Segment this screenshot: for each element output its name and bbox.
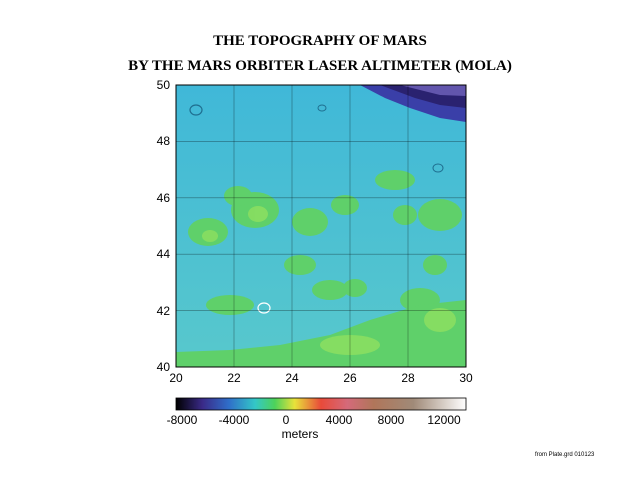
lon-tick-22: 22 bbox=[227, 371, 241, 385]
lat-tick-42: 42 bbox=[156, 304, 170, 318]
lon-tick-24: 24 bbox=[285, 371, 299, 385]
map-title: THE TOPOGRAPHY OF MARS bbox=[213, 33, 427, 49]
map-subtitle: BY THE MARS ORBITER LASER ALTIMETER (MOL… bbox=[128, 58, 512, 74]
colorbar-tick: 12000 bbox=[427, 413, 461, 427]
colorbar-tick: -8000 bbox=[166, 413, 198, 427]
lat-tick-44: 44 bbox=[156, 247, 170, 261]
lon-tick-26: 26 bbox=[343, 371, 357, 385]
lon-tick-30: 30 bbox=[459, 371, 473, 385]
credit-note: from Plate.grd 010123 bbox=[535, 452, 595, 458]
colorbar-tick: 0 bbox=[282, 413, 290, 427]
colorbar-tick: -4000 bbox=[218, 413, 250, 427]
lon-tick-20: 20 bbox=[169, 371, 183, 385]
lon-tick-28: 28 bbox=[401, 371, 415, 385]
lat-tick-48: 48 bbox=[156, 134, 170, 148]
colorbar-tick: 4000 bbox=[325, 413, 353, 427]
colorbar-units: meters bbox=[281, 427, 319, 441]
map-frame bbox=[175, 84, 467, 368]
lat-tick-46: 46 bbox=[156, 191, 170, 205]
terrain-layer bbox=[176, 85, 466, 367]
colorbar-tick: 8000 bbox=[377, 413, 405, 427]
lat-tick-40: 40 bbox=[156, 360, 170, 374]
colorbar bbox=[175, 397, 467, 411]
lat-tick-50: 50 bbox=[156, 78, 170, 92]
